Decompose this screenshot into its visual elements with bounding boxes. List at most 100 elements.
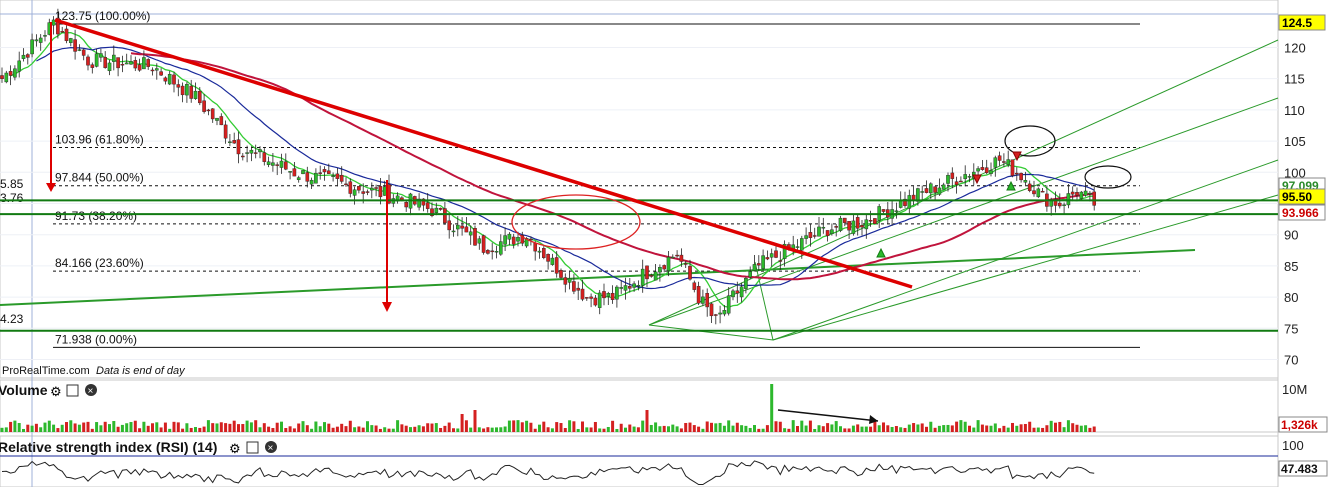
window-icon[interactable] [66,384,79,397]
candle-body [240,155,245,158]
candle-body [404,202,409,208]
volume-bar [550,428,554,432]
price-panel-frame [0,0,1279,379]
rsi-title: Relative strength index (RSI) (14) [0,439,217,455]
window-icon[interactable] [246,441,259,454]
candle-body [352,189,357,196]
y-tick-label: 90 [1284,228,1298,243]
volume-bar [774,421,778,432]
candle-body [765,257,770,260]
volume-bar [1015,425,1019,432]
volume-bar [959,420,963,432]
volume-bar [1036,427,1040,432]
candle-body [705,293,709,308]
volume-bar [705,421,709,432]
candle-body [56,17,60,35]
volume-bar [155,422,159,432]
channel-base [754,261,774,341]
candle-body [851,220,856,234]
candle-body [731,290,735,298]
volume-bar [353,427,357,432]
volume-bar [39,427,43,432]
channel-line [772,194,1279,341]
volume-bar [176,422,180,432]
volume-bar [77,424,81,432]
candle-body [868,220,873,222]
candle-body [550,257,555,265]
volume-bar [1049,420,1053,432]
volume-bar [219,422,223,432]
volume-bar [950,425,954,432]
candle-body [1062,204,1066,206]
volume-bar [606,426,610,432]
volume-bar [503,426,507,432]
close-icon[interactable] [85,384,97,396]
candle-body [318,172,323,174]
volume-bar [645,410,649,432]
volume-bar [202,426,206,432]
volume-bar [86,421,90,432]
volume-bar [82,422,86,432]
candle-body [632,283,636,288]
volume-bar [899,427,903,432]
candle-body [60,31,64,33]
volume-bar [860,426,864,432]
volume-bar [688,422,692,432]
candle-body [963,174,967,180]
candle-body [954,181,959,185]
candle-body [757,263,761,266]
volume-bar [985,425,989,432]
candle-body [43,35,47,37]
volume-bar [447,422,451,432]
volume-bar [555,422,559,432]
volume-bar [907,424,911,432]
volume-bar [1023,423,1027,432]
close-icon[interactable] [265,441,277,453]
volume-bar [628,424,632,432]
wrench-icon[interactable]: ⚙ [50,384,62,399]
volume-bar [834,421,838,432]
volume-bar [284,428,288,432]
ma-mid-line [36,46,1095,290]
candle-body [189,85,194,99]
candle-body [567,278,572,283]
volume-bar [335,426,339,432]
candle-body [1088,192,1092,195]
volume-bar [172,421,176,432]
volume-bar [133,420,137,432]
rsi-panel-frame [0,435,1279,487]
volume-bar [1045,425,1049,432]
volume-bar [17,423,21,432]
volume-bar [228,423,232,432]
volume-bar [120,424,124,432]
volume-bar [452,428,455,432]
volume-bar [1041,427,1045,432]
candle-body [271,162,275,166]
volume-bar [340,423,344,432]
candle-body [51,19,56,26]
candle-body [795,246,800,248]
volume-bar [348,420,352,432]
candle-body [924,188,929,193]
candle-body [150,69,155,72]
volume-bar [783,428,787,432]
volume-bar [361,427,365,432]
volume-bar [404,425,408,432]
wrench-icon[interactable]: ⚙ [229,441,241,456]
volume-bar [490,427,494,432]
candle-body [937,187,942,195]
candle-body [111,54,116,62]
candle-body [838,217,843,231]
candle-body [77,49,82,51]
candle-body [223,124,228,139]
candle-body [1036,188,1041,198]
volume-bar [310,428,314,432]
channel-base [648,324,774,341]
candle-body [185,84,189,96]
candle-body [26,54,30,58]
volume-bar [533,428,537,432]
volume-bar [108,424,111,432]
vol-tag-bg [1278,416,1328,433]
volume-bar [662,425,666,432]
volume-bar [602,428,606,432]
